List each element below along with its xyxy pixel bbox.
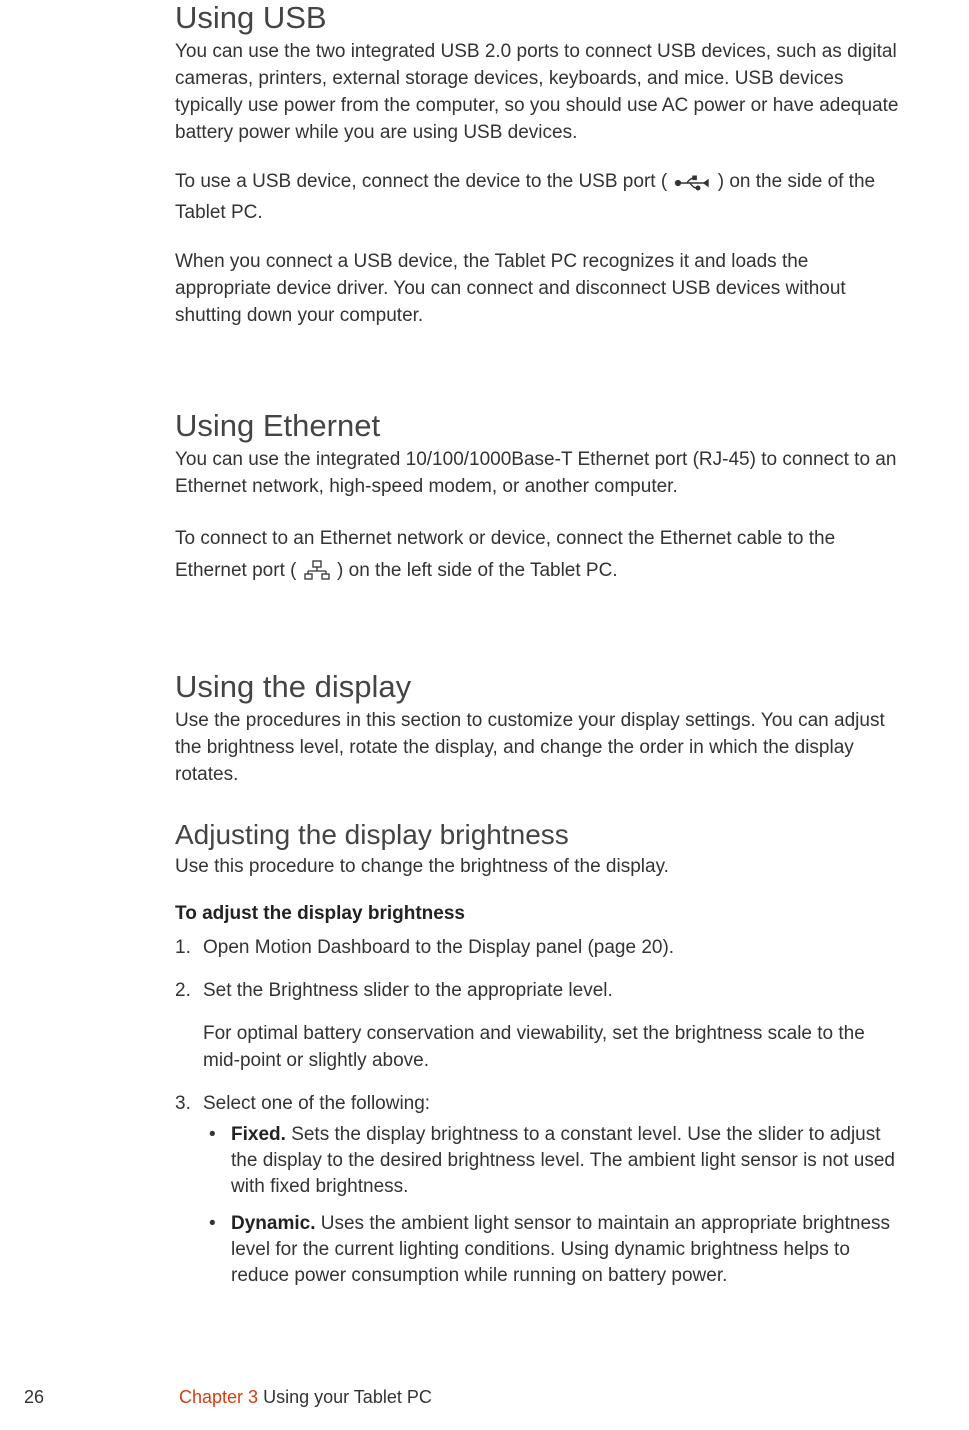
usb-icon [674, 173, 710, 200]
step-3-text: Select one of the following: [203, 1093, 430, 1114]
usb-paragraph-2: To use a USB device, connect the device … [175, 169, 905, 227]
usb-paragraph-3: When you connect a USB device, the Table… [175, 249, 905, 330]
bullet-fixed-label: Fixed. [231, 1124, 291, 1145]
step-2: Set the Brightness slider to the appropr… [175, 978, 905, 1075]
chapter-ref: Chapter 3 [179, 1387, 258, 1407]
display-paragraph-1: Use the procedures in this section to cu… [175, 708, 905, 789]
bullet-dynamic: Dynamic.Uses the ambient light sensor to… [203, 1211, 905, 1290]
page-number: 26 [24, 1387, 174, 1408]
ethernet-icon [304, 559, 330, 591]
bullet-dynamic-text: Uses the ambient light sensor to maintai… [231, 1213, 890, 1286]
step-2-note: For optimal battery conservation and vie… [203, 1021, 905, 1075]
page-content: Using USB You can use the two integrated… [175, 0, 905, 1305]
task-heading: To adjust the display brightness [175, 903, 905, 925]
eth-paragraph-1: You can use the integrated 10/100/1000Ba… [175, 447, 905, 501]
step-3: Select one of the following: Fixed.Sets … [175, 1091, 905, 1289]
step-2-text: Set the Brightness slider to the appropr… [203, 980, 613, 1001]
heading-using-usb: Using USB [175, 0, 905, 36]
step-1-text: Open Motion Dashboard to the Display pan… [203, 937, 674, 958]
heading-using-ethernet: Using Ethernet [175, 408, 905, 444]
page-footer: 26 Chapter 3 Using your Tablet PC [24, 1387, 924, 1408]
step-3-bullets: Fixed.Sets the display brightness to a c… [203, 1122, 905, 1289]
adjust-brightness-intro: Use this procedure to change the brightn… [175, 854, 905, 881]
eth-p2-after: ) on the left side of the Tablet PC. [337, 560, 618, 581]
steps-list: Open Motion Dashboard to the Display pan… [175, 935, 905, 1289]
bullet-fixed: Fixed.Sets the display brightness to a c… [203, 1122, 905, 1201]
eth-paragraph-2: To connect to an Ethernet network or dev… [175, 523, 905, 592]
chapter-title: Using your Tablet PC [263, 1387, 432, 1407]
usb-p2-before: To use a USB device, connect the device … [175, 171, 667, 192]
step-1: Open Motion Dashboard to the Display pan… [175, 935, 905, 962]
bullet-fixed-text: Sets the display brightness to a constan… [231, 1124, 895, 1197]
subheading-adjust-brightness: Adjusting the display brightness [175, 819, 905, 851]
usb-paragraph-1: You can use the two integrated USB 2.0 p… [175, 39, 905, 147]
heading-using-display: Using the display [175, 669, 905, 705]
bullet-dynamic-label: Dynamic. [231, 1213, 321, 1234]
